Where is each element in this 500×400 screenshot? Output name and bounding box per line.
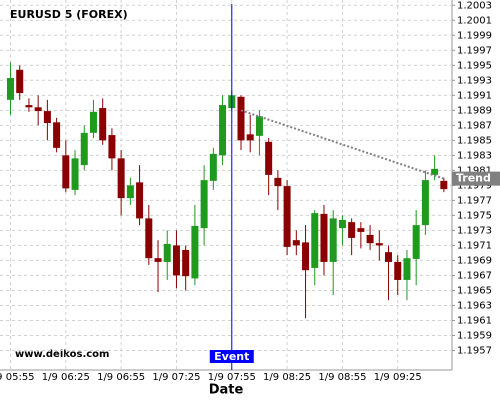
y-tick-label: 1.1989 [457,105,492,116]
x-tick-label: 1/9 06:55 [97,372,145,383]
trend-tag [452,171,500,186]
event-tag [209,350,254,363]
candle-body [16,69,24,94]
candle-body [80,132,88,166]
y-tick-label: 1.1999 [457,30,492,41]
y-tick-label: 1.1967 [457,270,492,281]
trend-label: Trend [456,172,491,185]
chart-title: EURUSD 5 (FOREX) [10,8,128,21]
y-tick-label: 1.1979 [457,180,492,191]
candle-body [375,243,383,246]
x-tick-label: 1/9 08:25 [263,372,311,383]
candle-body [126,185,134,199]
candle-body [440,180,448,190]
candle-body [320,213,328,262]
y-tick-label: 1.1973 [457,225,492,236]
candle-body [348,222,356,238]
y-tick-label: 1.1963 [457,300,492,311]
candle-body [329,218,337,262]
y-tick-label: 1.2003 [457,0,492,11]
x-tick-label: 1/9 07:25 [152,372,200,383]
x-tick-label: 1/9 07:55 [208,372,256,383]
y-tick-label: 1.1975 [457,210,492,221]
candle-body [172,245,180,276]
candle-body [25,105,33,108]
y-tick-label: 1.2001 [457,15,492,26]
candle-body [357,228,365,232]
x-axis-title: Date [209,383,244,398]
y-tick-label: 1.1985 [457,135,492,146]
candle-body [53,122,61,148]
candle-body [292,240,300,246]
y-tick-label: 1.1969 [457,255,492,266]
y-tick-label: 1.1997 [457,45,492,56]
y-tick-label: 1.1965 [457,285,492,296]
y-tick-label: 1.1981 [457,165,492,176]
candle-body [421,180,429,226]
y-tick-label: 1.1995 [457,60,492,71]
x-tick-label: 1/9 08:55 [318,372,366,383]
candle-body [200,180,208,229]
y-tick-label: 1.1987 [457,120,492,131]
watermark: www.delkos.com [15,349,109,360]
candle-body [237,96,245,141]
candle-body [255,116,263,136]
candle-body [163,243,171,262]
y-tick-label: 1.1983 [457,150,492,161]
candle-body [7,78,14,100]
candle-body [274,177,282,187]
candle-body [182,249,190,277]
candle-body [302,242,310,271]
candle-body [219,105,227,156]
y-tick-label: 1.1991 [457,90,492,101]
candle-body [403,258,411,280]
candle-body [62,155,70,189]
candle-body [145,218,153,259]
candle-body [108,135,116,159]
candle-body [385,252,393,262]
y-tick-label: 1.1959 [457,330,492,341]
candle-body [34,107,42,112]
candle-body [117,158,125,199]
y-tick-label: 1.1971 [457,240,492,251]
candle-body [209,153,217,181]
x-tick-label: 1/9 05:55 [0,372,35,383]
candle-body [366,234,374,244]
x-tick-label: 1/9 06:25 [42,372,90,383]
candle-body [71,158,79,190]
candle-body [338,219,346,229]
candle-body [394,261,402,280]
candle-body [265,141,273,175]
candle-body [191,225,199,279]
candle-body [43,111,51,124]
candle-body [154,258,162,262]
candle-body [311,213,319,268]
candle-body [136,182,144,219]
candle-body [412,225,420,259]
candle-body [99,108,107,141]
candle-body [283,186,291,247]
candle-body [431,168,439,175]
x-tick-label: 1/9 09:25 [374,372,422,383]
y-tick-label: 1.1957 [457,345,492,356]
candle-body [89,111,97,133]
y-tick-label: 1.1977 [457,195,492,206]
y-tick-label: 1.1961 [457,315,492,326]
candle-body [246,134,254,141]
y-tick-label: 1.1993 [457,75,492,86]
event-label: Event [214,350,249,363]
